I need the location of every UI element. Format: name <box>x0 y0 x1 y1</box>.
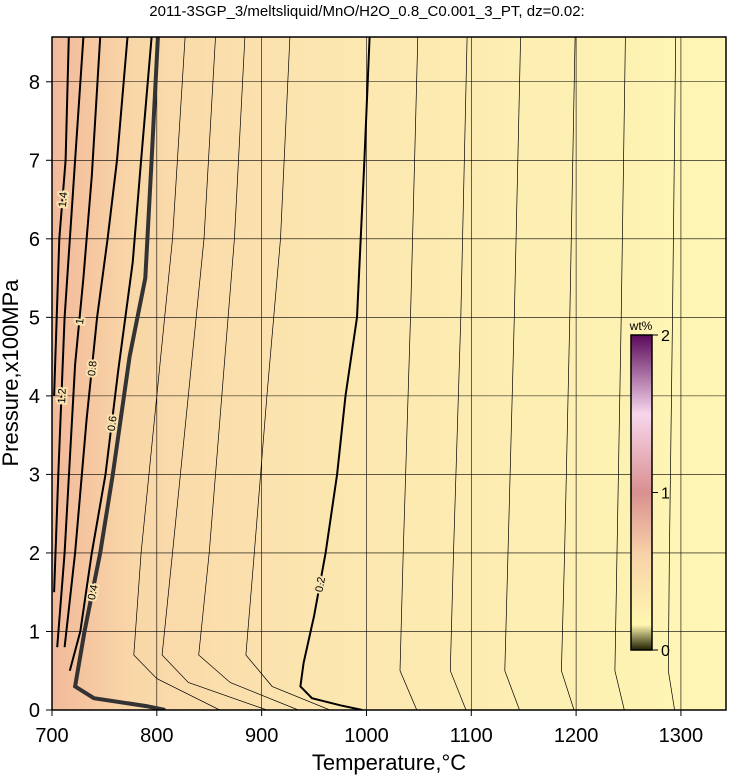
x-tick-label: 1200 <box>554 725 599 747</box>
minor-contour <box>133 37 220 710</box>
x-axis-label: Temperature,°C <box>312 750 466 775</box>
minor-contour <box>198 37 299 710</box>
colorbar <box>630 334 653 651</box>
x-tick-label: 1100 <box>450 725 493 747</box>
contour-label: 1.4 <box>57 192 70 208</box>
plot-frame <box>51 36 727 711</box>
y-tick-label: 1 <box>29 621 40 643</box>
minor-contour <box>614 37 626 710</box>
colorbar-tick-label: 1 <box>661 486 670 503</box>
minor-contour <box>245 37 330 710</box>
chart-title: 2011-3SGP_3/meltsliquid/MnO/H2O_0.8_C0.0… <box>149 3 584 20</box>
contour-label: 1 <box>74 318 87 325</box>
y-tick-label: 6 <box>29 229 40 251</box>
minor-contour <box>161 37 268 710</box>
colorbar-tick-label: 0 <box>661 643 670 660</box>
x-tick-label: 700 <box>35 725 68 747</box>
minor-contour <box>504 37 521 710</box>
plot-background <box>52 37 726 710</box>
y-tick-label: 7 <box>29 150 40 172</box>
contour-label: 0.8 <box>86 360 99 376</box>
contour-label: 1.2 <box>56 388 69 404</box>
minor-contour <box>449 37 468 710</box>
contour-line <box>53 37 70 396</box>
minor-contour <box>667 37 677 710</box>
axes: 700 800 900 1000 1100 1200 1300 0 1 2 3 4 5 6 7 8 <box>29 72 703 747</box>
contour-label: 0.2 <box>314 576 329 593</box>
x-tick-label: 800 <box>140 725 173 747</box>
x-tick-label: 900 <box>245 725 278 747</box>
plot-area: 0.2 0.4 0.6 0.8 1 1.2 1.4 <box>52 37 726 710</box>
colorbar-tick-label: 2 <box>661 328 670 345</box>
minor-contour <box>561 37 576 710</box>
contour-line <box>56 37 102 648</box>
x-tick-label: 1300 <box>659 725 704 747</box>
minor-contour <box>399 37 419 710</box>
contour-line <box>68 37 153 671</box>
y-tick-label: 2 <box>29 543 40 565</box>
y-tick-label: 0 <box>29 700 40 722</box>
colorbar-label: wt% <box>629 319 653 333</box>
x-tick-label: 1000 <box>344 725 389 747</box>
y-tick-label: 5 <box>29 307 40 329</box>
contour-line <box>63 37 129 648</box>
y-axis-label: Pressure,x100MPa <box>0 279 23 467</box>
y-tick-label: 3 <box>29 464 40 486</box>
contour-label: 0.4 <box>86 584 101 601</box>
contour-label: 0.6 <box>106 415 120 432</box>
y-tick-label: 4 <box>29 386 40 408</box>
contour-line <box>72 37 166 710</box>
contour-line <box>299 37 371 710</box>
y-tick-label: 8 <box>29 72 40 94</box>
contour-line <box>53 37 85 593</box>
